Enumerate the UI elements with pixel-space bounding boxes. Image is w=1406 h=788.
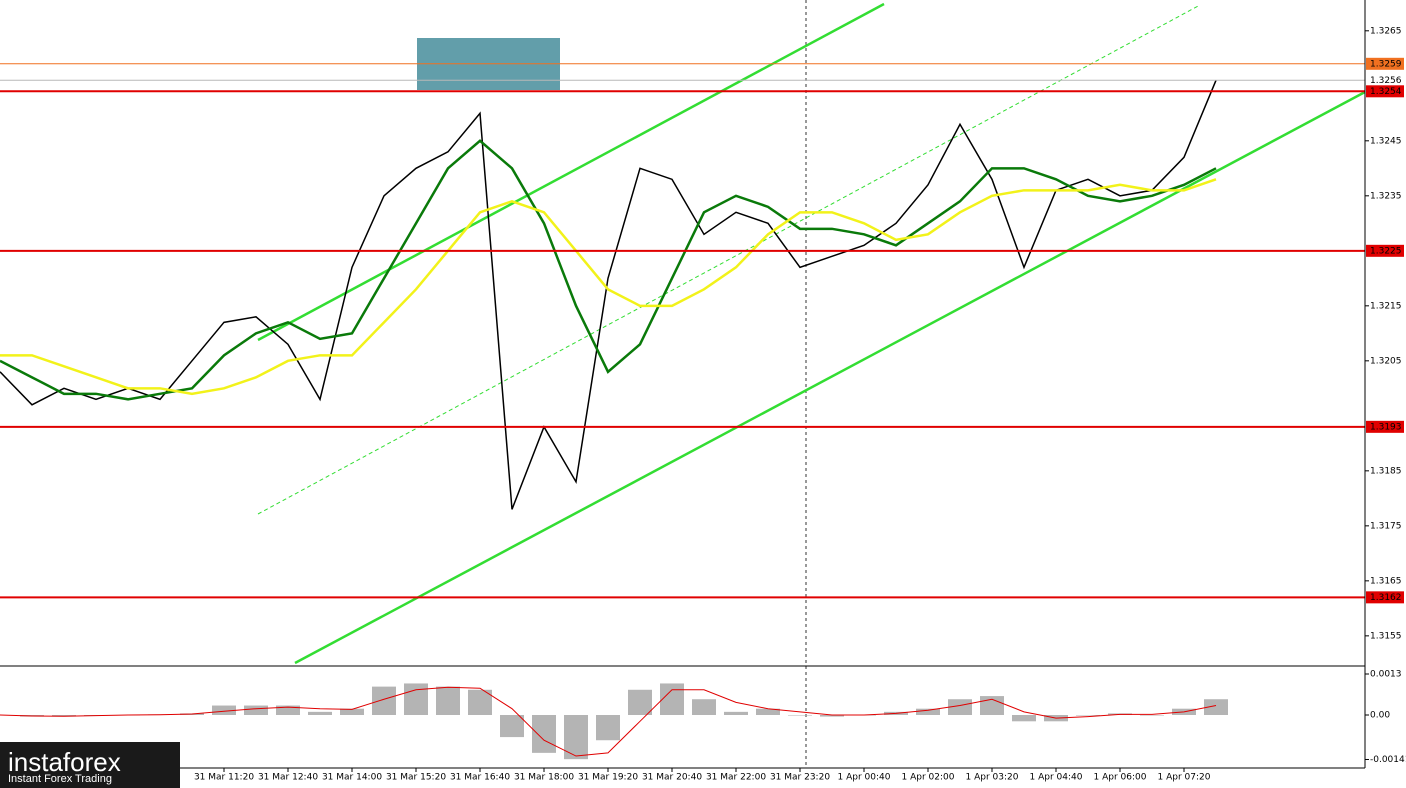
logo-tagline: Instant Forex Trading bbox=[8, 773, 112, 785]
x-tick-label: 31 Mar 16:40 bbox=[450, 773, 510, 783]
macd-bar bbox=[1204, 699, 1228, 716]
moving-average bbox=[0, 139, 1217, 401]
x-tick-label: 1 Apr 03:20 bbox=[966, 773, 1019, 783]
macd-bar bbox=[532, 715, 556, 753]
level-label-box bbox=[1366, 591, 1404, 604]
level-label-box bbox=[1366, 420, 1404, 433]
x-tick-label: 31 Mar 15:20 bbox=[386, 773, 446, 783]
macd-bar bbox=[1076, 715, 1100, 716]
macd-bar bbox=[820, 715, 844, 717]
plot: 1.3265 1.3245 1.3235 1.3215 1.3205 1.3185 1.31… bbox=[0, 26, 1406, 783]
macd-bar bbox=[596, 715, 620, 741]
x-tick-label: 1 Apr 02:00 bbox=[902, 773, 955, 783]
level-label-box bbox=[1366, 85, 1404, 98]
x-tick-label: 1 Apr 00:40 bbox=[838, 773, 891, 783]
macd-bar bbox=[468, 689, 492, 716]
macd-bar bbox=[308, 711, 332, 716]
level-label: 1.3259 bbox=[1370, 59, 1402, 69]
channel-upper bbox=[257, 2, 885, 342]
macd-bar bbox=[1140, 715, 1164, 716]
moving-average bbox=[0, 178, 1217, 396]
x-tick-label: 31 Mar 18:00 bbox=[514, 773, 574, 783]
macd-bar bbox=[372, 686, 396, 716]
x-tick-label: 31 Mar 14:00 bbox=[322, 773, 382, 783]
x-tick-label: 31 Mar 19:20 bbox=[578, 773, 638, 783]
macd-bar bbox=[340, 708, 364, 716]
level-label-box bbox=[1366, 57, 1404, 70]
logo-box bbox=[0, 742, 180, 788]
y-tick-label: 1.3175 bbox=[1370, 521, 1402, 531]
y-tick-label: 1.3215 bbox=[1370, 301, 1402, 311]
logo-name: instaforex bbox=[8, 747, 121, 777]
y-tick-label: 0.00 bbox=[1370, 711, 1390, 721]
macd-bar bbox=[1012, 715, 1036, 722]
x-tick-label: 31 Mar 11:20 bbox=[194, 773, 254, 783]
x-tick-label: 31 Mar 20:40 bbox=[642, 773, 702, 783]
level-label: 1.3193 bbox=[1370, 422, 1402, 432]
macd-bar bbox=[212, 705, 236, 716]
macd-bar bbox=[948, 699, 972, 716]
macd-bar bbox=[788, 715, 812, 716]
macd-bar bbox=[660, 683, 684, 716]
macd-bar bbox=[436, 686, 460, 716]
level-label: 1.3225 bbox=[1370, 246, 1402, 256]
level-label: 1.3162 bbox=[1370, 593, 1402, 603]
macd-bar bbox=[756, 708, 780, 716]
signal-line bbox=[0, 686, 1217, 757]
y-tick-label: 1.3185 bbox=[1370, 466, 1402, 476]
x-tick-label: 1 Apr 04:40 bbox=[1030, 773, 1083, 783]
macd-bar bbox=[404, 683, 428, 716]
level-label-box bbox=[1366, 74, 1404, 87]
price-line bbox=[0, 80, 1217, 510]
x-tick-label: 31 Mar 12:40 bbox=[258, 773, 318, 783]
y-tick-label: 1.3265 bbox=[1370, 26, 1402, 36]
x-tick-label: 31 Mar 23:20 bbox=[770, 773, 830, 783]
y-tick-label: -0.00141 bbox=[1370, 755, 1406, 765]
y-tick-label: 1.3235 bbox=[1370, 191, 1402, 201]
level-label: 1.3256 bbox=[1370, 76, 1402, 86]
y-tick-label: 1.3165 bbox=[1370, 576, 1402, 586]
y-tick-label: 1.3205 bbox=[1370, 356, 1402, 366]
macd-bar bbox=[500, 715, 524, 738]
macd-bar bbox=[244, 705, 268, 716]
channel-mid bbox=[257, 4, 1201, 515]
x-tick-label: 1 Apr 06:00 bbox=[1094, 773, 1147, 783]
level-label: 1.3254 bbox=[1370, 87, 1402, 97]
channel-lower bbox=[294, 90, 1366, 665]
x-tick-label: 1 Apr 07:20 bbox=[1158, 773, 1211, 783]
level-label-box bbox=[1366, 244, 1404, 257]
macd-bar bbox=[724, 711, 748, 716]
y-tick-label: 1.3155 bbox=[1370, 631, 1402, 641]
x-tick-label: 31 Mar 22:00 bbox=[706, 773, 766, 783]
macd-bar bbox=[916, 708, 940, 716]
y-tick-label: 1.3245 bbox=[1370, 136, 1402, 146]
macd-bar bbox=[628, 689, 652, 716]
y-tick-label: 0.0013 bbox=[1370, 669, 1402, 679]
macd-bar bbox=[276, 705, 300, 716]
macd-bar bbox=[692, 699, 716, 716]
macd-bar bbox=[564, 715, 588, 760]
